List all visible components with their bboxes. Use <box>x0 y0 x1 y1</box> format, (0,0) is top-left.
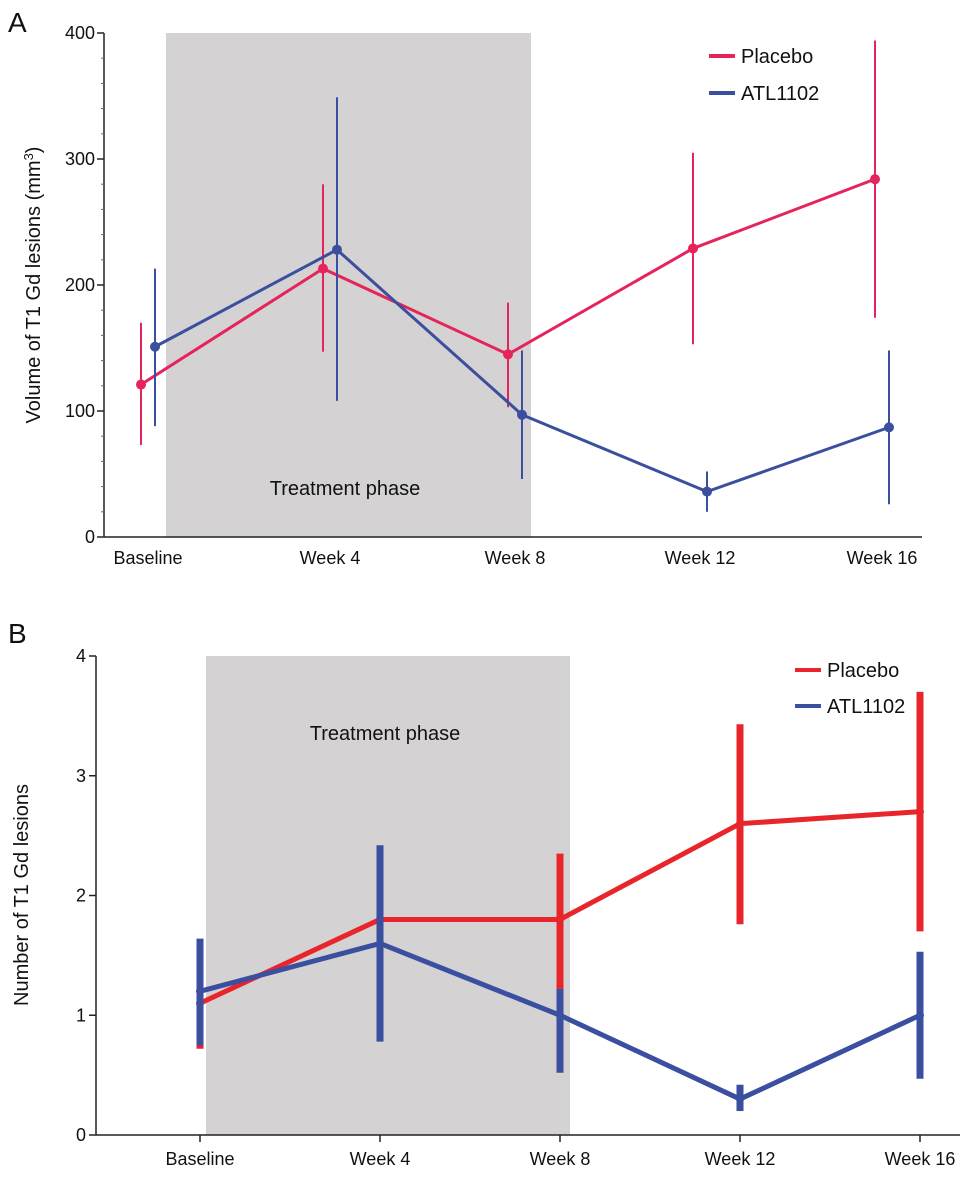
panel-b-x-tick-label: Baseline <box>165 1149 234 1169</box>
panel-a-y-tick-label: 100 <box>65 401 95 421</box>
panel-b-x-tick-label: Week 8 <box>530 1149 591 1169</box>
panel-a-placebo-point <box>503 349 513 360</box>
panel-b-atl1102-point <box>916 1011 924 1020</box>
panel-a-placebo-point <box>870 174 880 185</box>
panel-a-treatment-shade <box>166 33 531 537</box>
legend-atl1102-label: ATL1102 <box>741 83 819 105</box>
panel-b-placebo-point <box>916 807 924 816</box>
panel-b-placebo-point <box>556 915 564 924</box>
panel-b-label: B <box>8 618 27 649</box>
panel-b-legend: Placebo ATL1102 <box>795 660 905 718</box>
panel-a-x-tick-label: Week 12 <box>665 548 736 568</box>
panel-a-y-tick-label: 200 <box>65 275 95 295</box>
panel-a-atl1102-point <box>702 486 712 497</box>
panel-a-atl1102-point <box>150 341 160 352</box>
panel-b-atl1102-point <box>556 1011 564 1020</box>
panel-b-treatment-shade <box>206 656 570 1135</box>
panel-b-atl1102-point <box>376 939 384 948</box>
panel-a-atl1102-point <box>332 244 342 255</box>
panel-b-ticks: 0 1 2 3 4 Baseline Week 4 Week 8 Week 12 Week 16 <box>76 646 955 1169</box>
panel-a-y-axis-label-sup: 3 <box>21 153 36 160</box>
panel-a-placebo-point <box>136 379 146 390</box>
panel-a-y-tick-label: 300 <box>65 149 95 169</box>
panel-a-y-axis-label: Volume of T1 Gd lesions (mm3) <box>21 147 46 424</box>
legend-b-atl1102-label: ATL1102 <box>827 696 905 718</box>
panel-b-y-axis-label: Number of T1 Gd lesions <box>11 784 33 1006</box>
panel-a-legend: Placebo ATL1102 <box>709 46 819 105</box>
panel-a-y-tick-label: 0 <box>85 527 95 547</box>
panel-b-x-tick-label: Week 4 <box>350 1149 411 1169</box>
panel-a: A Treatment phase 0 100 200 300 400 Baseline W… <box>8 7 922 568</box>
legend-b-placebo-label: Placebo <box>827 660 899 682</box>
panel-b-atl1102-point <box>196 987 204 996</box>
panel-a-series <box>136 40 894 512</box>
panel-a-ticks: 0 100 200 300 400 Baseline Week 4 Week 8 Week 12… <box>65 23 917 568</box>
panel-b-treatment-label: Treatment phase <box>310 723 460 745</box>
panel-a-atl1102-point <box>517 409 527 420</box>
legend-placebo-label: Placebo <box>741 46 813 68</box>
panel-b-series <box>196 691 924 1112</box>
panel-b-x-tick-label: Week 16 <box>885 1149 956 1169</box>
panel-a-treatment-label: Treatment phase <box>270 478 420 500</box>
panel-b-placebo-point <box>736 819 744 828</box>
panel-a-placebo-point <box>688 243 698 254</box>
panel-a-placebo-point <box>318 263 328 274</box>
panel-a-x-tick-label: Week 8 <box>485 548 546 568</box>
panel-a-x-tick-label: Week 4 <box>300 548 361 568</box>
panel-a-atl1102-point <box>884 422 894 433</box>
panel-b-y-tick-label: 2 <box>76 886 86 906</box>
panel-b-x-tick-label: Week 12 <box>705 1149 776 1169</box>
panel-a-y-axis-label-tail: ) <box>23 147 45 154</box>
panel-a-y-axis-label-main: Volume of T1 Gd lesions (mm <box>23 160 45 423</box>
panel-a-label: A <box>8 7 27 38</box>
panel-b-y-tick-label: 1 <box>76 1005 86 1025</box>
panel-b-y-tick-label: 3 <box>76 766 86 786</box>
panel-b-y-tick-label: 0 <box>76 1125 86 1145</box>
panel-a-x-tick-label: Baseline <box>113 548 182 568</box>
panel-a-x-tick-label: Week 16 <box>847 548 918 568</box>
panel-b-y-tick-label: 4 <box>76 646 86 666</box>
panel-b-atl1102-point <box>736 1095 744 1104</box>
panel-a-y-tick-label: 400 <box>65 23 95 43</box>
panel-b: B Treatment phase 0 1 2 3 4 Baseline Week 4 Wee… <box>8 618 960 1169</box>
